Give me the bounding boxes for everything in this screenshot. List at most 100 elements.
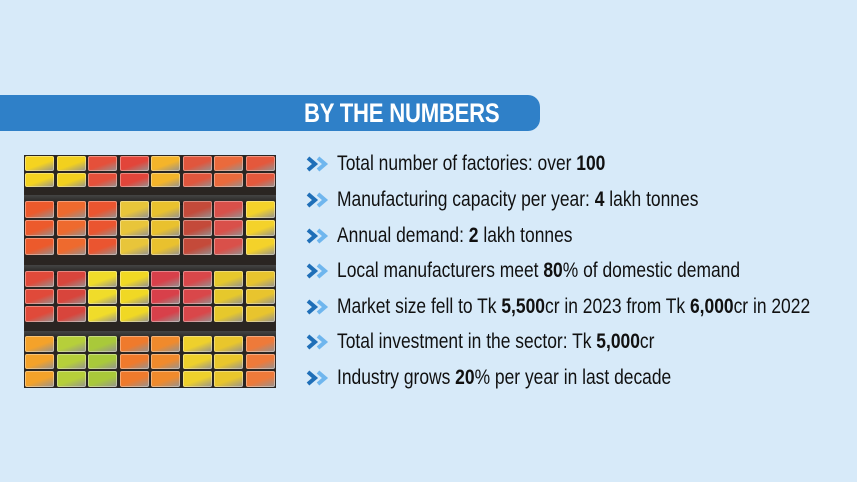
fact-label: cr in 2023 from Tk <box>544 295 690 318</box>
double-chevron-icon <box>306 299 329 315</box>
fruit-cup <box>25 371 54 387</box>
fruit-cup <box>182 271 212 287</box>
fruit-cup <box>56 156 86 171</box>
fruit-cup <box>25 306 54 322</box>
fruit-cup <box>245 219 275 237</box>
fruit-cup <box>56 288 86 305</box>
fact-text: Annual demand: 2 lakh tonnes <box>337 222 572 250</box>
fruit-cup <box>25 156 54 171</box>
fruit-cup <box>182 336 212 352</box>
fact-label: % of domestic demand <box>562 259 741 282</box>
fruit-cup <box>88 288 117 305</box>
fruit-cup <box>119 371 149 387</box>
fact-value: 80 <box>543 259 563 282</box>
fruit-cup <box>119 219 149 237</box>
fruit-cup <box>245 156 275 171</box>
fact-label: Total investment in the sector: Tk <box>337 330 597 353</box>
fruit-cup <box>214 371 243 387</box>
fact-label: Annual demand: <box>337 224 469 247</box>
fact-value: 5,500 <box>501 295 545 318</box>
fruit-cup <box>25 238 54 255</box>
fact-value: 6,000 <box>689 295 734 318</box>
fact-text: Market size fell to Tk 5,500cr in 2023 f… <box>337 293 810 321</box>
fruit-cup <box>25 353 54 370</box>
fruit-cup <box>151 271 180 287</box>
fruit-cup <box>119 271 149 287</box>
shelf <box>24 331 276 341</box>
fact-text: Total number of factories: over 100 <box>337 150 605 178</box>
fruit-cup <box>56 219 86 237</box>
fruit-cup <box>119 336 149 352</box>
fruit-cup <box>25 219 54 237</box>
fruit-cup <box>151 336 180 352</box>
fruit-cup <box>214 156 243 171</box>
fruit-cup <box>245 288 275 305</box>
fruit-cup <box>182 201 212 218</box>
header-banner: BY THE NUMBERS <box>0 95 540 131</box>
fruit-cup <box>245 201 275 218</box>
fact-label: cr in 2022 <box>733 295 811 318</box>
fruit-cup <box>56 306 86 322</box>
fruit-cup <box>56 201 86 218</box>
shelf <box>24 265 276 275</box>
fruit-cup <box>56 336 86 352</box>
fruit-cup <box>214 306 243 322</box>
fruit-cup <box>119 172 149 187</box>
fruit-cup <box>119 201 149 218</box>
fruit-cup <box>151 172 180 187</box>
fruit-cup <box>214 288 243 305</box>
fruit-cup <box>151 238 180 255</box>
fruit-cup <box>214 353 243 370</box>
fruit-cup <box>182 156 212 171</box>
fruit-cup <box>182 288 212 305</box>
double-chevron-icon <box>306 370 329 386</box>
fruit-cup <box>88 353 117 370</box>
fruit-cup <box>214 238 243 255</box>
fruit-cup <box>182 238 212 255</box>
fruit-cup <box>25 172 54 187</box>
fruit-cup <box>88 156 117 171</box>
fact-text: Total investment in the sector: Tk 5,000… <box>337 328 654 356</box>
fact-label: lakh tonnes <box>604 188 699 211</box>
double-chevron-icon <box>306 334 329 350</box>
fruit-cup <box>88 371 117 387</box>
fruit-cup <box>25 336 54 352</box>
fruit-cup <box>88 336 117 352</box>
fact-value: 2 <box>468 224 479 247</box>
fruit-cup <box>151 288 180 305</box>
double-chevron-icon <box>306 228 329 244</box>
fruit-cup <box>245 306 275 322</box>
fruit-cup <box>25 201 54 218</box>
double-chevron-icon <box>306 156 329 172</box>
double-chevron-icon <box>306 192 329 208</box>
fruit-cup <box>88 238 117 255</box>
fact-label: Industry grows <box>337 366 456 389</box>
page-title: BY THE NUMBERS <box>304 98 500 128</box>
fact-text: Manufacturing capacity per year: 4 lakh … <box>337 186 698 214</box>
fruit-cup <box>151 353 180 370</box>
fruit-cup <box>214 219 243 237</box>
fruit-cup <box>151 201 180 218</box>
fruit-cups-photo <box>24 155 276 388</box>
fruit-cup <box>182 371 212 387</box>
fruit-cup <box>119 353 149 370</box>
fruit-cup <box>245 172 275 187</box>
fruit-cup <box>119 238 149 255</box>
fruit-cup <box>182 353 212 370</box>
fact-label: % per year in last decade <box>474 366 672 389</box>
fruit-cup <box>88 306 117 322</box>
fruit-cup <box>25 288 54 305</box>
fruit-cup <box>151 156 180 171</box>
fruit-cup <box>151 371 180 387</box>
fact-text: Industry grows 20% per year in last deca… <box>337 364 671 392</box>
fruit-cup <box>56 271 86 287</box>
fruit-cup <box>88 201 117 218</box>
fact-label: Total number of factories: over <box>337 152 577 175</box>
fact-label: cr <box>639 330 655 353</box>
fruit-cup <box>182 172 212 187</box>
fruit-cup <box>119 156 149 171</box>
fruit-cup <box>214 201 243 218</box>
fact-label: Market size fell to Tk <box>337 295 502 318</box>
fruit-cup <box>245 271 275 287</box>
fact-value: 5,000 <box>596 330 640 353</box>
